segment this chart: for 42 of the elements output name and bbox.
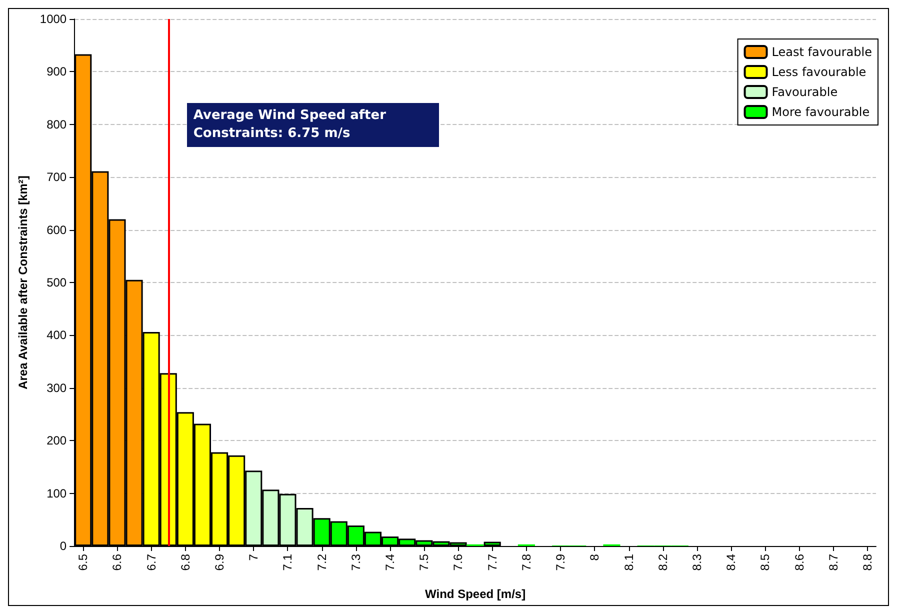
x-tick-label: 7.9 [554, 554, 568, 571]
x-tick-label: 8.4 [724, 554, 738, 571]
legend-label: Favourable [772, 85, 838, 99]
y-tick-label: 1000 [40, 12, 67, 26]
x-axis-title: Wind Speed [m/s] [425, 587, 526, 601]
x-tick-label: 7.1 [280, 554, 295, 571]
x-tick-label: 6.8 [178, 554, 192, 571]
x-tick-label: 7.3 [348, 554, 363, 571]
x-tick-label: 7.8 [519, 554, 534, 571]
y-axis-title: Area Available after Constraints [km²] [16, 176, 30, 390]
y-tick-label: 300 [46, 380, 67, 395]
x-tick-label: 8.1 [622, 554, 636, 571]
x-tick-label: 8.6 [792, 554, 806, 571]
x-tick-label: 8.5 [758, 554, 772, 571]
legend-label: More favourable [772, 105, 870, 119]
legend-label: Least favourable [772, 45, 872, 59]
y-tick-label: 100 [46, 486, 67, 500]
x-tick-label: 7 [246, 554, 261, 561]
x-tick-label: 8 [588, 554, 602, 561]
x-tick-label: 8.7 [826, 554, 840, 571]
y-tick-label: 400 [46, 328, 67, 342]
x-tick-label: 7.5 [417, 554, 432, 571]
label-box: Average Wind Speed after Constraints: 6.75 m/s [187, 103, 440, 147]
x-tick-label: 6.6 [110, 554, 124, 571]
y-tick-label: 700 [46, 170, 67, 184]
x-tick-label: 8.8 [860, 554, 874, 571]
x-tick-label: 6.7 [144, 554, 158, 571]
legend-label: Less favourable [772, 65, 866, 79]
y-tick-label: 500 [46, 276, 67, 290]
y-tick-label: 600 [46, 222, 67, 237]
y-tick-label: 800 [46, 117, 67, 132]
y-tick-label: 200 [46, 434, 67, 448]
x-tick-label: 7.2 [314, 554, 329, 571]
x-tick-label: 7.6 [451, 554, 466, 571]
y-tick-label: 900 [46, 64, 67, 79]
x-tick-label: 6.5 [76, 554, 90, 571]
x-tick-label: 7.4 [383, 554, 398, 571]
y-tick-label: 0 [60, 539, 67, 553]
x-tick-label: 6.9 [212, 554, 227, 571]
x-tick-label: 8.2 [656, 554, 670, 571]
x-tick-label: 7.7 [485, 554, 500, 571]
x-tick-label: 8.3 [690, 554, 704, 571]
